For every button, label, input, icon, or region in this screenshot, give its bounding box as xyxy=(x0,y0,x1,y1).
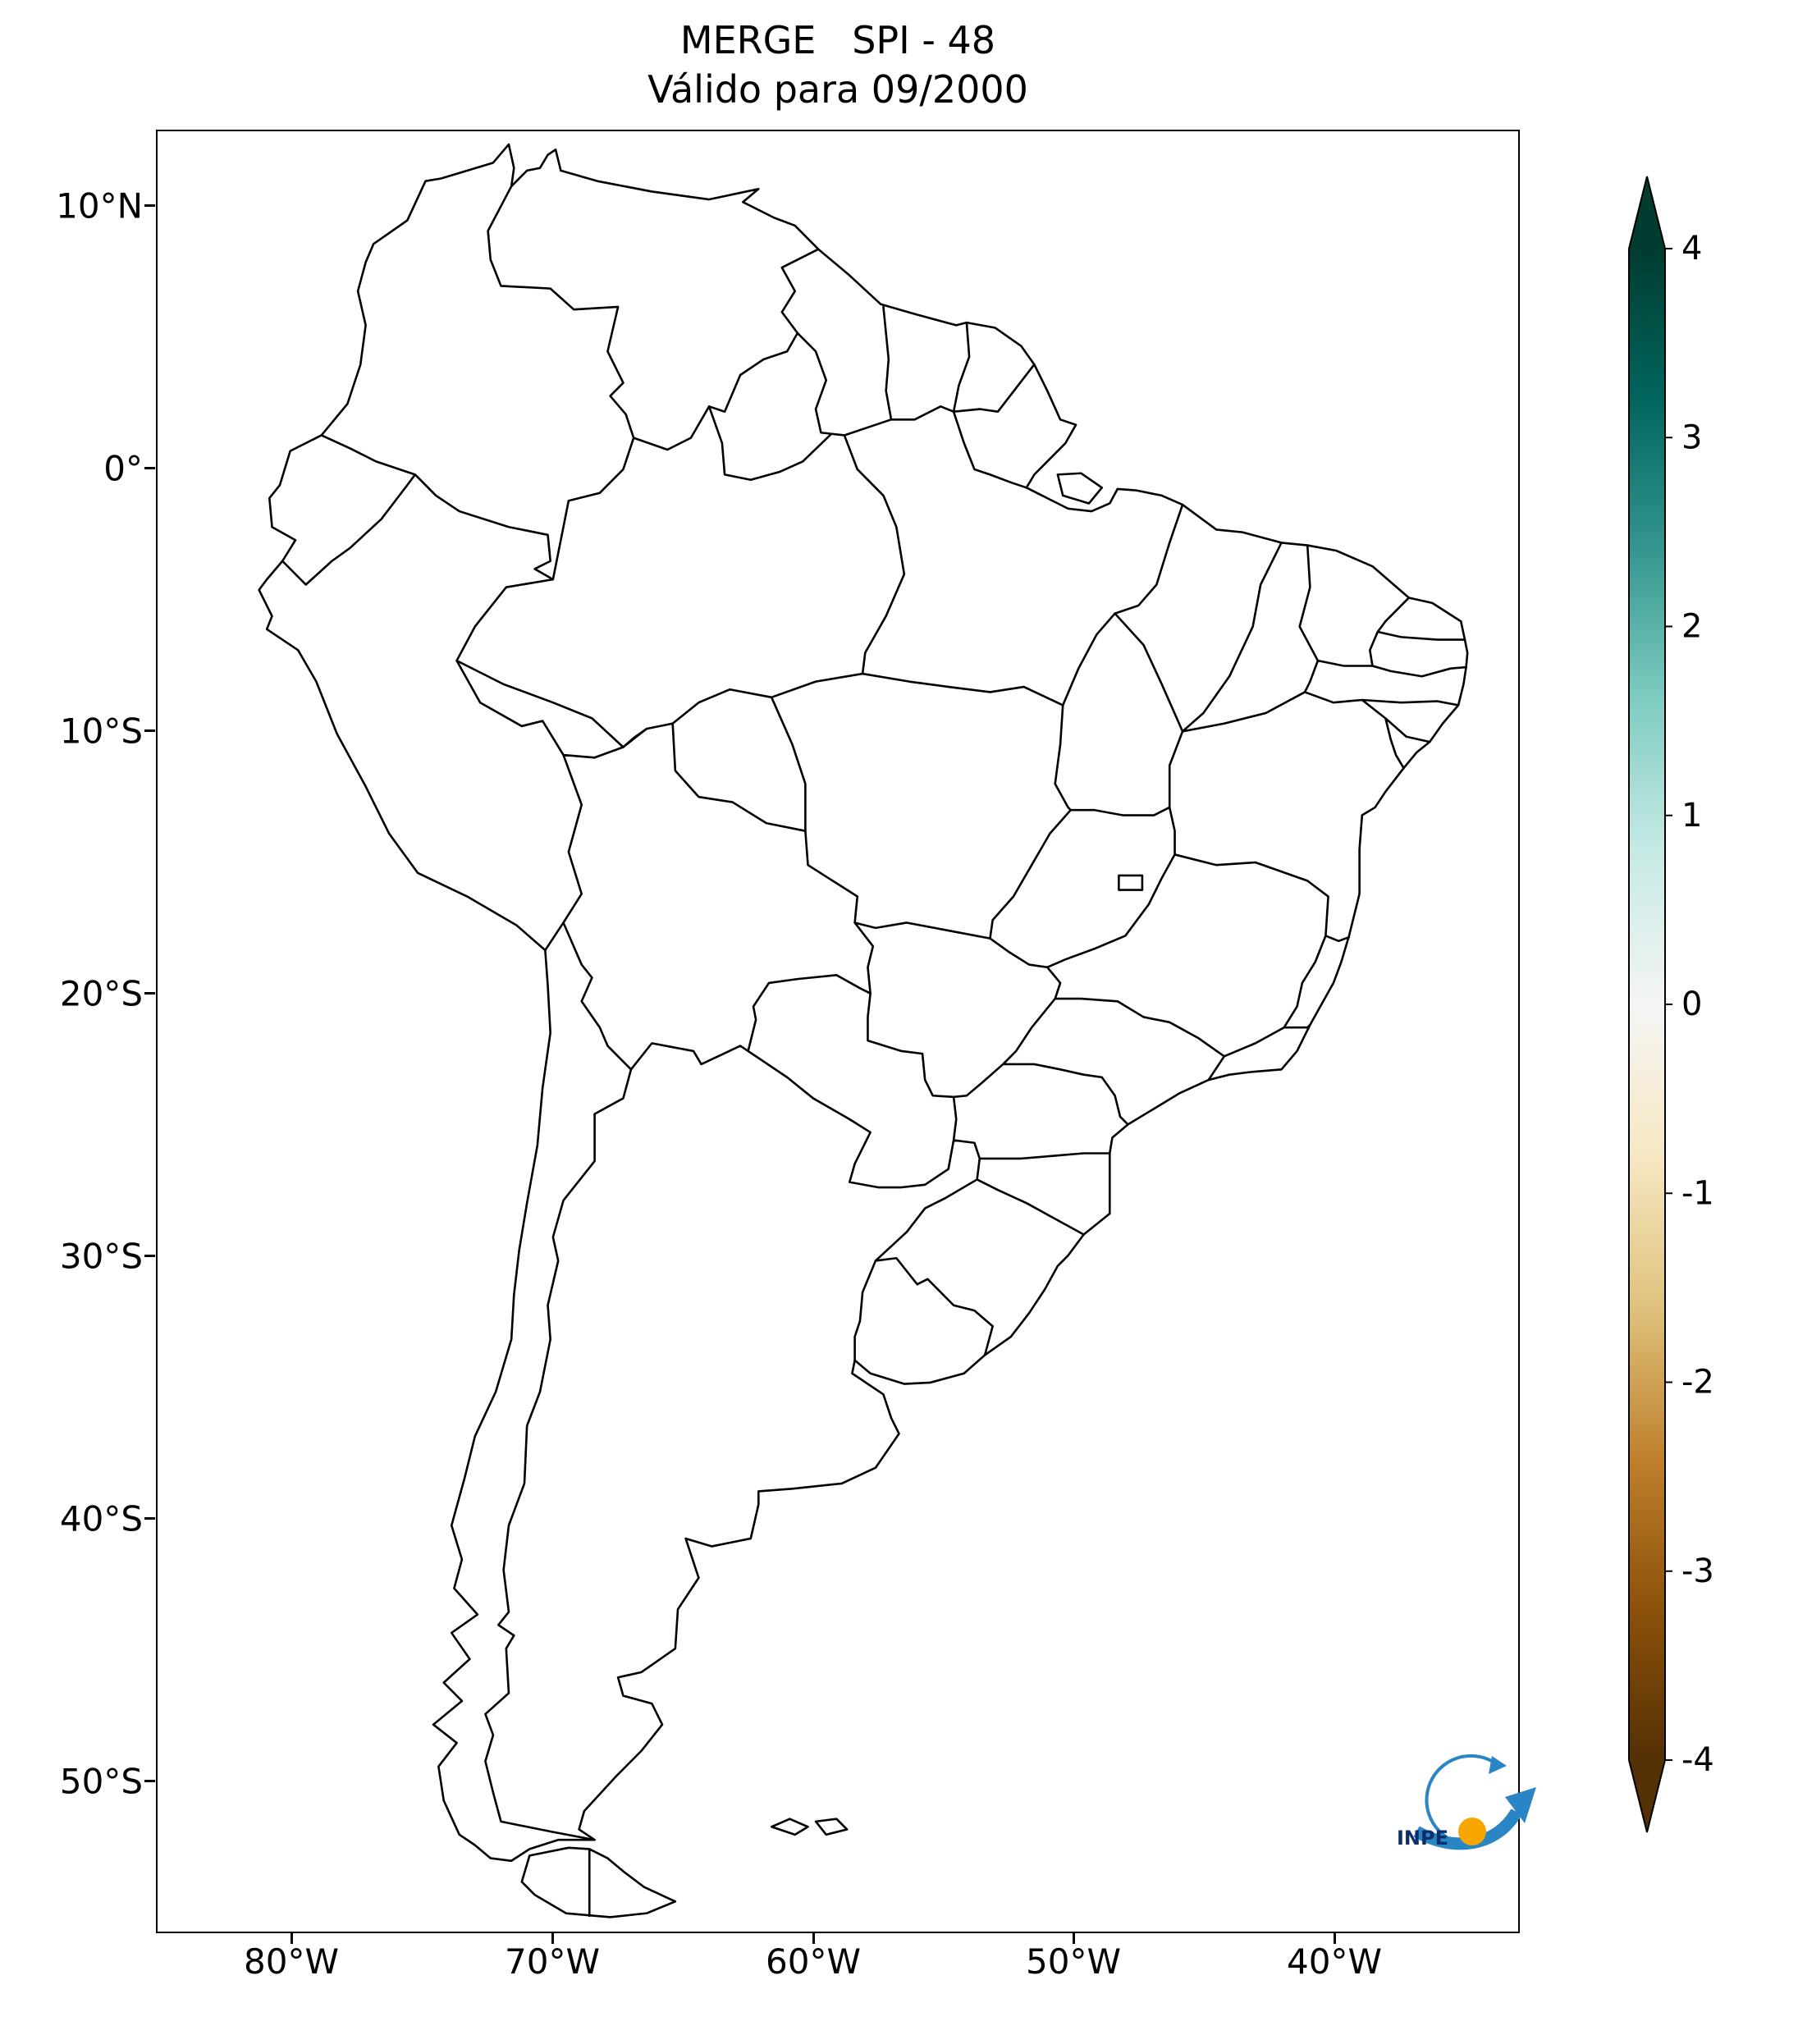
colorbar-tick-label: 4 xyxy=(1681,230,1702,268)
y-axis-tick xyxy=(144,1517,155,1520)
inpe-logo-text: INPE xyxy=(1397,1827,1448,1850)
y-axis-tick xyxy=(144,992,155,995)
inpe-logo-orange-dot xyxy=(1458,1818,1486,1845)
y-axis-tick-label: 40°S xyxy=(59,1498,143,1539)
colorbar-tick-labels: 4 3 2 1 0 -1 -2 -3 -4 xyxy=(1681,230,1714,1779)
inpe-logo-swirl-icon xyxy=(1413,1754,1536,1850)
y-axis-tick-label: 30°S xyxy=(59,1236,143,1277)
colorbar-tick-label: -4 xyxy=(1681,1741,1714,1779)
x-axis-tick-label: 60°W xyxy=(766,1941,861,1982)
y-axis-tick-label: 50°S xyxy=(59,1761,143,1802)
x-axis-tick xyxy=(1073,1933,1075,1944)
y-axis-tick xyxy=(144,1255,155,1257)
colorbar-tick-label: -1 xyxy=(1681,1174,1714,1212)
colorbar-tick-label: -2 xyxy=(1681,1364,1714,1402)
x-axis-tick-label: 50°W xyxy=(1026,1941,1121,1982)
y-axis-tick-label: 0° xyxy=(103,448,143,489)
falkland-islands xyxy=(771,1819,847,1835)
colorbar-tick-label: 2 xyxy=(1681,608,1702,646)
y-axis-tick xyxy=(144,1780,155,1782)
tierra-del-fuego-island xyxy=(522,1848,675,1918)
x-axis-tick xyxy=(291,1933,293,1944)
y-axis-tick xyxy=(144,729,155,732)
y-axis-tick xyxy=(144,204,155,207)
brazil-states-path xyxy=(457,406,1466,1234)
x-axis-tick xyxy=(1334,1933,1336,1944)
y-axis-tick-label: 20°S xyxy=(59,973,143,1014)
x-axis-tick-label: 80°W xyxy=(244,1941,339,1982)
x-axis-tick-label: 40°W xyxy=(1287,1941,1382,1982)
colorbar-tick-label: 0 xyxy=(1681,985,1702,1023)
country-borders-path xyxy=(282,186,1034,1840)
colorbar-ticks xyxy=(1665,248,1672,1761)
y-axis-tick xyxy=(144,467,155,469)
coastline-path xyxy=(259,144,1468,1861)
colorbar: 4 3 2 1 0 -1 -2 -3 -4 xyxy=(1628,176,1777,1842)
y-axis-tick-label: 10°S xyxy=(59,711,143,752)
colorbar-tick-label: 1 xyxy=(1681,797,1702,835)
colorbar-gradient xyxy=(1628,176,1666,1833)
figure-subtitle: Válido para 09/2000 xyxy=(647,67,1028,112)
marajo-island xyxy=(1058,473,1102,504)
x-axis-tick-label: 70°W xyxy=(505,1941,600,1982)
y-axis-tick-label: 10°N xyxy=(56,185,143,226)
colorbar-tick-label: -3 xyxy=(1681,1552,1714,1590)
figure-title: MERGE SPI - 48 xyxy=(679,18,996,62)
x-axis-tick xyxy=(551,1933,554,1944)
x-axis-tick xyxy=(812,1933,815,1944)
south-america-map xyxy=(158,131,1518,1932)
map-plot-area xyxy=(156,130,1520,1933)
colorbar-tick-label: 3 xyxy=(1681,418,1702,456)
inpe-logo: INPE xyxy=(1372,1738,1551,1868)
